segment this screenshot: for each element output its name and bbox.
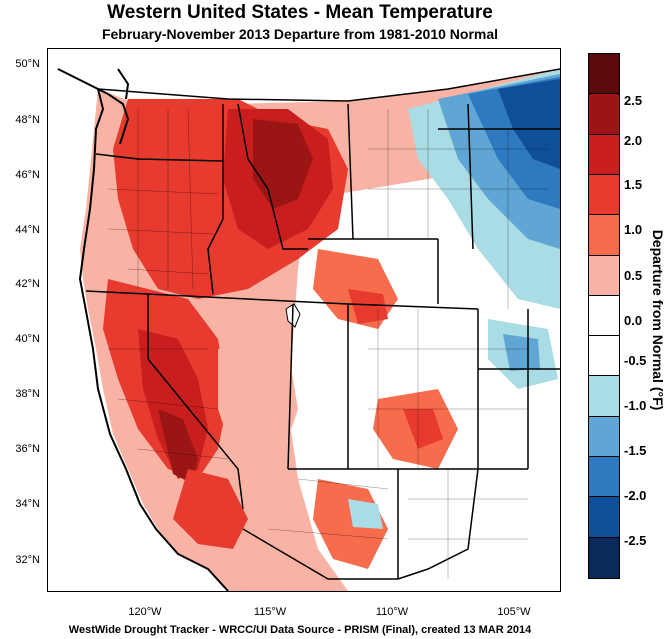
lat-label-50: 50°N	[15, 58, 40, 70]
legend-swatch	[589, 255, 619, 296]
legend-swatch	[589, 134, 619, 175]
legend-swatch	[589, 537, 619, 578]
legend-label: -2.5	[624, 533, 647, 548]
legend-label: 1.0	[624, 222, 643, 237]
legend-label: 0.5	[624, 268, 643, 283]
legend-label: -0.5	[624, 353, 647, 368]
lon-label-120: 120°W	[128, 606, 162, 618]
legend-swatch	[589, 336, 619, 377]
lat-label-46: 46°N	[15, 169, 40, 181]
lat-label-34: 34°N	[15, 498, 40, 510]
lat-label-32: 32°N	[15, 554, 40, 566]
legend-label: 0.0	[624, 313, 643, 328]
lon-label-115: 115°W	[253, 606, 287, 618]
legend-label: 2.5	[624, 93, 643, 108]
legend-title: Departure from Normal (°F)	[650, 229, 666, 411]
legend-label: 2.0	[624, 133, 643, 148]
legend-swatch	[589, 174, 619, 216]
footer-credit: WestWide Drought Tracker - WRCC/UI Data …	[68, 624, 532, 636]
lon-label-105: 105°W	[497, 606, 531, 618]
lat-label-48: 48°N	[15, 114, 40, 126]
map-graphic	[48, 49, 560, 591]
map-title: Western United States - Mean Temperature	[107, 2, 493, 23]
lat-label-38: 38°N	[15, 388, 40, 400]
legend-label: 1.5	[624, 177, 643, 192]
legend-swatch	[589, 457, 619, 498]
lat-label-40: 40°N	[15, 333, 40, 345]
legend-label: -2.0	[624, 488, 647, 503]
legend-swatch	[589, 376, 619, 417]
legend-swatch	[589, 54, 619, 95]
map-subtitle: February-November 2013 Departure from 19…	[101, 26, 499, 42]
lat-label-36: 36°N	[15, 443, 40, 455]
lat-label-42: 42°N	[15, 278, 40, 290]
legend-colorbar	[588, 53, 620, 579]
lat-label-44: 44°N	[15, 224, 40, 236]
temperature-departure-map	[47, 48, 561, 592]
legend-label: -1.0	[624, 398, 647, 413]
legend-swatch	[589, 215, 619, 256]
legend-swatch	[589, 416, 619, 458]
legend-swatch	[589, 295, 619, 337]
legend-label: -1.5	[624, 443, 647, 458]
lon-label-110: 110°W	[375, 606, 409, 618]
legend-swatch	[589, 94, 619, 135]
legend-swatch	[589, 497, 619, 538]
